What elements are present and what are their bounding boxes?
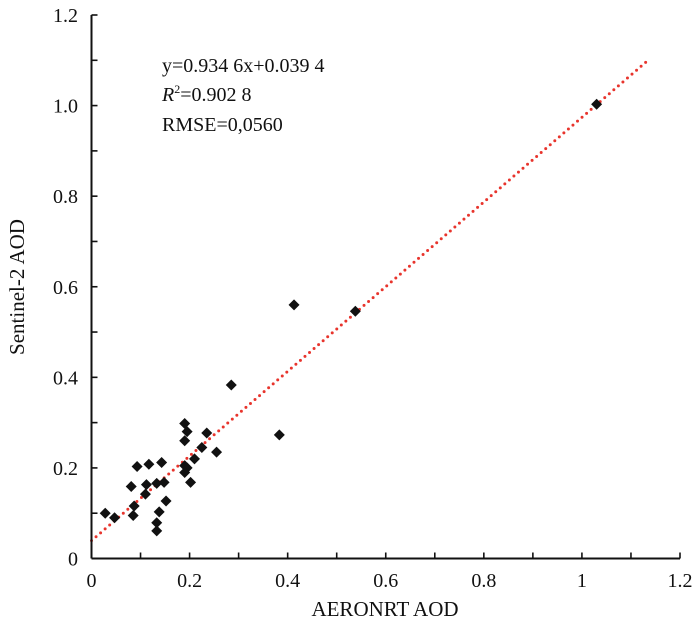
ticks: 0 0.2 0.4 0.6 0.8 1 1.2 0 0.2 0.4 0.6 0.8 1.0 1.2 — [53, 5, 693, 592]
x-tick-label: 0.2 — [177, 570, 202, 592]
data-point — [151, 525, 163, 537]
r-squared-value: =0.902 8 — [180, 84, 251, 106]
x-tick-label: 1 — [577, 570, 587, 592]
data-point — [151, 517, 163, 529]
data-point — [151, 477, 163, 489]
data-point — [153, 506, 165, 518]
x-axis-title: AERONRT AOD — [311, 597, 458, 621]
r-symbol: R — [161, 84, 174, 106]
x-tick-label: 0.4 — [275, 570, 300, 592]
data-point — [179, 435, 191, 447]
data-point — [349, 305, 361, 317]
fit-line — [90, 60, 648, 543]
data-point — [109, 512, 121, 524]
data-point — [225, 379, 237, 391]
data-point — [143, 458, 155, 470]
data-point — [127, 509, 139, 521]
data-point — [273, 429, 285, 441]
x-tick-label: 0.6 — [373, 570, 398, 592]
data-point — [211, 446, 223, 458]
y-tick-label: 0.6 — [53, 277, 78, 299]
data-point — [179, 466, 191, 478]
data-point — [201, 427, 213, 439]
y-axis-title: Sentinel-2 AOD — [5, 219, 29, 355]
data-point — [179, 418, 191, 430]
y-tick-label: 1.2 — [53, 5, 78, 27]
regression-equation: y=0.934 6x+0.039 4 — [162, 55, 325, 77]
data-point — [591, 98, 603, 110]
y-tick-label: 0.2 — [53, 458, 78, 480]
x-tick-label: 0.8 — [471, 570, 496, 592]
data-point — [140, 479, 152, 491]
data-point — [158, 476, 170, 488]
rmse: RMSE=0,0560 — [162, 114, 283, 136]
y-tick-label: 0 — [68, 549, 78, 571]
data-point — [160, 495, 172, 507]
x-tick-label: 1.2 — [668, 570, 693, 592]
fit-line-group — [90, 60, 648, 543]
data-point — [128, 500, 140, 512]
data-point — [288, 299, 300, 311]
data-point — [125, 480, 137, 492]
data-point — [156, 456, 168, 468]
data-point — [131, 461, 143, 473]
y-tick-label: 0.8 — [53, 186, 78, 208]
r-squared: R2=0.902 8 — [161, 82, 252, 106]
y-tick-label: 0.4 — [53, 367, 78, 389]
x-tick-label: 0 — [87, 570, 97, 592]
y-tick-label: 1.0 — [53, 96, 78, 118]
data-points — [99, 98, 603, 537]
r-superscript: 2 — [174, 82, 180, 96]
data-point — [185, 476, 197, 488]
data-point — [139, 488, 151, 500]
data-point — [188, 453, 200, 465]
data-point — [196, 442, 208, 454]
data-point — [181, 426, 193, 438]
data-point — [99, 507, 111, 519]
